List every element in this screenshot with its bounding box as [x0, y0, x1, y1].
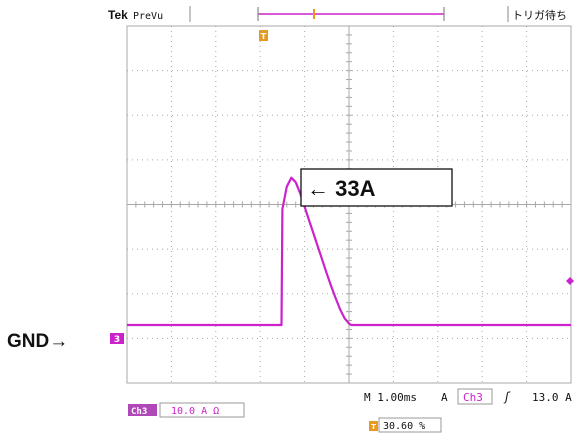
record-window-indicator — [257, 7, 445, 21]
trigger-position-marker-box — [259, 30, 268, 41]
channel-scale-readout: 10.0 A Ω — [171, 406, 219, 417]
trigger-level-marker-icon — [566, 277, 574, 285]
ground-annotation-label: GND→ — [7, 331, 68, 352]
brand-label: Tek — [108, 8, 128, 22]
channel-ground-marker-label: 3 — [114, 335, 120, 345]
channel-ground-marker — [110, 333, 124, 344]
horizontal-position-readout: 30.60 % — [383, 421, 425, 432]
mode-label: PreVu — [133, 11, 163, 22]
waveform-trace — [127, 176, 571, 327]
plot-area — [126, 25, 572, 384]
channel-tag-box — [128, 404, 157, 416]
channel-scale-box — [159, 402, 245, 418]
peak-annotation-box — [300, 168, 453, 207]
trigger-slope-icon: ʃ — [503, 390, 511, 404]
trigger-mode-readout: A — [441, 391, 448, 404]
timebase-readout: M 1.00ms — [364, 391, 417, 404]
horizontal-position-box — [378, 417, 442, 433]
position-marker-label: T — [371, 423, 376, 431]
peak-annotation-label: ← 33A — [307, 176, 376, 201]
position-marker-box — [369, 421, 378, 431]
trigger-position-marker: T — [261, 32, 267, 41]
trigger-channel-box — [457, 388, 493, 405]
trigger-channel-readout: Ch3 — [463, 391, 483, 404]
channel-tag: Ch3 — [131, 407, 147, 417]
trigger-status: トリガ待ち — [512, 8, 567, 22]
trigger-level-readout: 13.0 A — [532, 391, 572, 404]
